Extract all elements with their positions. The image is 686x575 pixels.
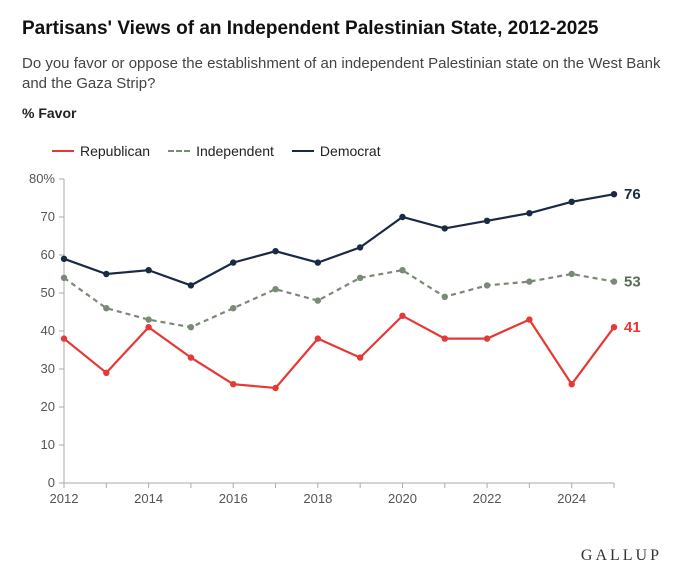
legend-item-independent: Independent: [168, 143, 274, 159]
chart-plot: 0 10 20 30 40 50 60 70 80% 2012 2014 2016 2018 2020 20…: [22, 163, 664, 513]
gallup-logo: GALLUP: [581, 547, 662, 565]
pct-favor-label: % Favor: [22, 105, 664, 121]
legend: Republican Independent Democrat: [52, 143, 664, 159]
chart-subtitle: Do you favor or oppose the establishment…: [22, 54, 664, 95]
svg-text:80%: 80%: [29, 171, 55, 186]
svg-text:20: 20: [41, 399, 55, 414]
chart-container: Partisans' Views of an Independent Pales…: [0, 0, 686, 575]
legend-label-rep: Republican: [80, 143, 150, 159]
svg-text:60: 60: [41, 247, 55, 262]
svg-text:50: 50: [41, 285, 55, 300]
svg-text:2022: 2022: [473, 491, 502, 506]
line-chart-svg: 0 10 20 30 40 50 60 70 80% 2012 2014 2016 2018 2020 20…: [22, 163, 664, 513]
svg-text:41: 41: [624, 319, 641, 336]
svg-text:10: 10: [41, 437, 55, 452]
svg-text:76: 76: [624, 186, 641, 203]
svg-text:2018: 2018: [303, 491, 332, 506]
legend-swatch-rep: [52, 150, 74, 152]
legend-swatch-ind: [168, 150, 190, 152]
svg-text:2016: 2016: [219, 491, 248, 506]
legend-item-democrat: Democrat: [292, 143, 381, 159]
legend-label-ind: Independent: [196, 143, 274, 159]
svg-text:2024: 2024: [557, 491, 586, 506]
svg-text:2020: 2020: [388, 491, 417, 506]
svg-text:53: 53: [624, 273, 641, 290]
svg-text:0: 0: [48, 475, 55, 490]
legend-label-dem: Democrat: [320, 143, 381, 159]
svg-text:70: 70: [41, 209, 55, 224]
legend-item-republican: Republican: [52, 143, 150, 159]
svg-text:2014: 2014: [134, 491, 163, 506]
svg-text:2012: 2012: [50, 491, 79, 506]
chart-title: Partisans' Views of an Independent Pales…: [22, 18, 664, 40]
svg-text:40: 40: [41, 323, 55, 338]
legend-swatch-dem: [292, 150, 314, 152]
svg-text:30: 30: [41, 361, 55, 376]
